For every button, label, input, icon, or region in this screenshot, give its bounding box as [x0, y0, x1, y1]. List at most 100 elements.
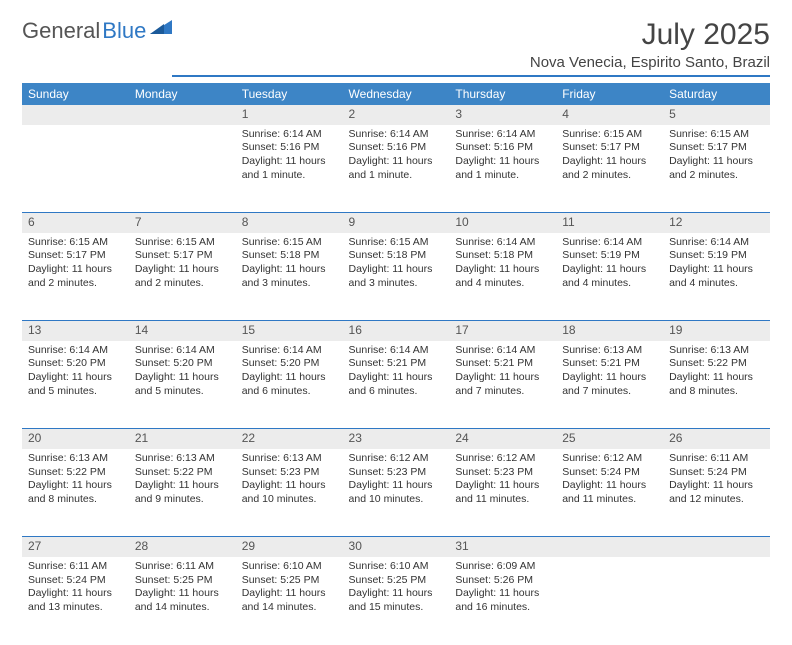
day-number-cell: 4 [556, 105, 663, 125]
day-content-cell: Sunrise: 6:13 AMSunset: 5:22 PMDaylight:… [129, 449, 236, 537]
daylight-text: Daylight: 11 hours and 4 minutes. [562, 263, 657, 290]
day-number-cell: 11 [556, 213, 663, 233]
daylight-text: Daylight: 11 hours and 1 minute. [349, 155, 444, 182]
day-number-cell [22, 105, 129, 125]
day-number-cell [129, 105, 236, 125]
day-content-cell: Sunrise: 6:13 AMSunset: 5:22 PMDaylight:… [22, 449, 129, 537]
weekday-header: Saturday [663, 83, 770, 105]
sunrise-text: Sunrise: 6:13 AM [28, 452, 123, 466]
sunset-text: Sunset: 5:22 PM [135, 466, 230, 480]
daylight-text: Daylight: 11 hours and 3 minutes. [242, 263, 337, 290]
daylight-text: Daylight: 11 hours and 14 minutes. [242, 587, 337, 614]
day-content-cell: Sunrise: 6:10 AMSunset: 5:25 PMDaylight:… [236, 557, 343, 645]
day-content-cell: Sunrise: 6:11 AMSunset: 5:24 PMDaylight:… [663, 449, 770, 537]
day-content-row: Sunrise: 6:14 AMSunset: 5:16 PMDaylight:… [22, 125, 770, 213]
daylight-text: Daylight: 11 hours and 12 minutes. [669, 479, 764, 506]
day-content-row: Sunrise: 6:11 AMSunset: 5:24 PMDaylight:… [22, 557, 770, 645]
day-number-cell: 9 [343, 213, 450, 233]
daylight-text: Daylight: 11 hours and 15 minutes. [349, 587, 444, 614]
day-content-cell [556, 557, 663, 645]
daylight-text: Daylight: 11 hours and 16 minutes. [455, 587, 550, 614]
day-content-cell [129, 125, 236, 213]
day-number-cell: 6 [22, 213, 129, 233]
sunset-text: Sunset: 5:22 PM [28, 466, 123, 480]
day-number-cell: 12 [663, 213, 770, 233]
daylight-text: Daylight: 11 hours and 11 minutes. [562, 479, 657, 506]
daylight-text: Daylight: 11 hours and 2 minutes. [28, 263, 123, 290]
day-content-cell: Sunrise: 6:10 AMSunset: 5:25 PMDaylight:… [343, 557, 450, 645]
sunrise-text: Sunrise: 6:13 AM [242, 452, 337, 466]
sunrise-text: Sunrise: 6:15 AM [242, 236, 337, 250]
daylight-text: Daylight: 11 hours and 2 minutes. [135, 263, 230, 290]
sunset-text: Sunset: 5:23 PM [455, 466, 550, 480]
sunrise-text: Sunrise: 6:14 AM [455, 236, 550, 250]
sunset-text: Sunset: 5:18 PM [242, 249, 337, 263]
sunset-text: Sunset: 5:23 PM [242, 466, 337, 480]
sunrise-text: Sunrise: 6:14 AM [669, 236, 764, 250]
day-number-cell: 29 [236, 537, 343, 557]
sunset-text: Sunset: 5:20 PM [28, 357, 123, 371]
day-content-cell [663, 557, 770, 645]
sunset-text: Sunset: 5:17 PM [669, 141, 764, 155]
day-number-row: 13141516171819 [22, 321, 770, 341]
sunrise-text: Sunrise: 6:13 AM [669, 344, 764, 358]
day-number-cell: 1 [236, 105, 343, 125]
day-content-cell: Sunrise: 6:13 AMSunset: 5:21 PMDaylight:… [556, 341, 663, 429]
daylight-text: Daylight: 11 hours and 14 minutes. [135, 587, 230, 614]
day-number-cell: 21 [129, 429, 236, 449]
day-number-row: 20212223242526 [22, 429, 770, 449]
day-number-cell: 15 [236, 321, 343, 341]
sunset-text: Sunset: 5:17 PM [28, 249, 123, 263]
day-number-cell: 18 [556, 321, 663, 341]
daylight-text: Daylight: 11 hours and 8 minutes. [669, 371, 764, 398]
daylight-text: Daylight: 11 hours and 7 minutes. [455, 371, 550, 398]
day-number-cell: 28 [129, 537, 236, 557]
sunrise-text: Sunrise: 6:12 AM [349, 452, 444, 466]
calendar-body: 12345Sunrise: 6:14 AMSunset: 5:16 PMDayl… [22, 105, 770, 645]
daylight-text: Daylight: 11 hours and 8 minutes. [28, 479, 123, 506]
day-number-cell: 17 [449, 321, 556, 341]
daylight-text: Daylight: 11 hours and 5 minutes. [135, 371, 230, 398]
sunrise-text: Sunrise: 6:14 AM [242, 344, 337, 358]
day-content-cell: Sunrise: 6:15 AMSunset: 5:17 PMDaylight:… [663, 125, 770, 213]
sunrise-text: Sunrise: 6:14 AM [28, 344, 123, 358]
day-content-cell: Sunrise: 6:12 AMSunset: 5:23 PMDaylight:… [343, 449, 450, 537]
day-content-cell: Sunrise: 6:15 AMSunset: 5:17 PMDaylight:… [129, 233, 236, 321]
day-content-cell: Sunrise: 6:14 AMSunset: 5:20 PMDaylight:… [22, 341, 129, 429]
day-number-cell: 7 [129, 213, 236, 233]
weekday-header: Tuesday [236, 83, 343, 105]
calendar-table: SundayMondayTuesdayWednesdayThursdayFrid… [22, 83, 770, 645]
day-number-cell [556, 537, 663, 557]
title-block: July 2025 Nova Venecia, Espirito Santo, … [172, 18, 770, 77]
sunset-text: Sunset: 5:19 PM [669, 249, 764, 263]
day-content-cell: Sunrise: 6:12 AMSunset: 5:23 PMDaylight:… [449, 449, 556, 537]
day-number-cell: 2 [343, 105, 450, 125]
weekday-header: Friday [556, 83, 663, 105]
sunrise-text: Sunrise: 6:13 AM [562, 344, 657, 358]
sunrise-text: Sunrise: 6:12 AM [562, 452, 657, 466]
day-number-cell: 16 [343, 321, 450, 341]
sunrise-text: Sunrise: 6:14 AM [135, 344, 230, 358]
day-content-cell: Sunrise: 6:15 AMSunset: 5:17 PMDaylight:… [556, 125, 663, 213]
sunrise-text: Sunrise: 6:15 AM [135, 236, 230, 250]
day-content-cell: Sunrise: 6:11 AMSunset: 5:25 PMDaylight:… [129, 557, 236, 645]
day-content-cell: Sunrise: 6:13 AMSunset: 5:23 PMDaylight:… [236, 449, 343, 537]
sunrise-text: Sunrise: 6:14 AM [349, 344, 444, 358]
sunrise-text: Sunrise: 6:10 AM [349, 560, 444, 574]
month-title: July 2025 [172, 18, 770, 52]
day-number-cell: 20 [22, 429, 129, 449]
daylight-text: Daylight: 11 hours and 13 minutes. [28, 587, 123, 614]
daylight-text: Daylight: 11 hours and 4 minutes. [455, 263, 550, 290]
day-content-cell: Sunrise: 6:14 AMSunset: 5:16 PMDaylight:… [449, 125, 556, 213]
sunrise-text: Sunrise: 6:14 AM [455, 344, 550, 358]
sunset-text: Sunset: 5:21 PM [455, 357, 550, 371]
sunset-text: Sunset: 5:18 PM [455, 249, 550, 263]
daylight-text: Daylight: 11 hours and 5 minutes. [28, 371, 123, 398]
sunrise-text: Sunrise: 6:11 AM [135, 560, 230, 574]
weekday-header: Wednesday [343, 83, 450, 105]
sunrise-text: Sunrise: 6:15 AM [669, 128, 764, 142]
sunrise-text: Sunrise: 6:13 AM [135, 452, 230, 466]
day-number-cell: 14 [129, 321, 236, 341]
sunset-text: Sunset: 5:18 PM [349, 249, 444, 263]
sunset-text: Sunset: 5:17 PM [135, 249, 230, 263]
